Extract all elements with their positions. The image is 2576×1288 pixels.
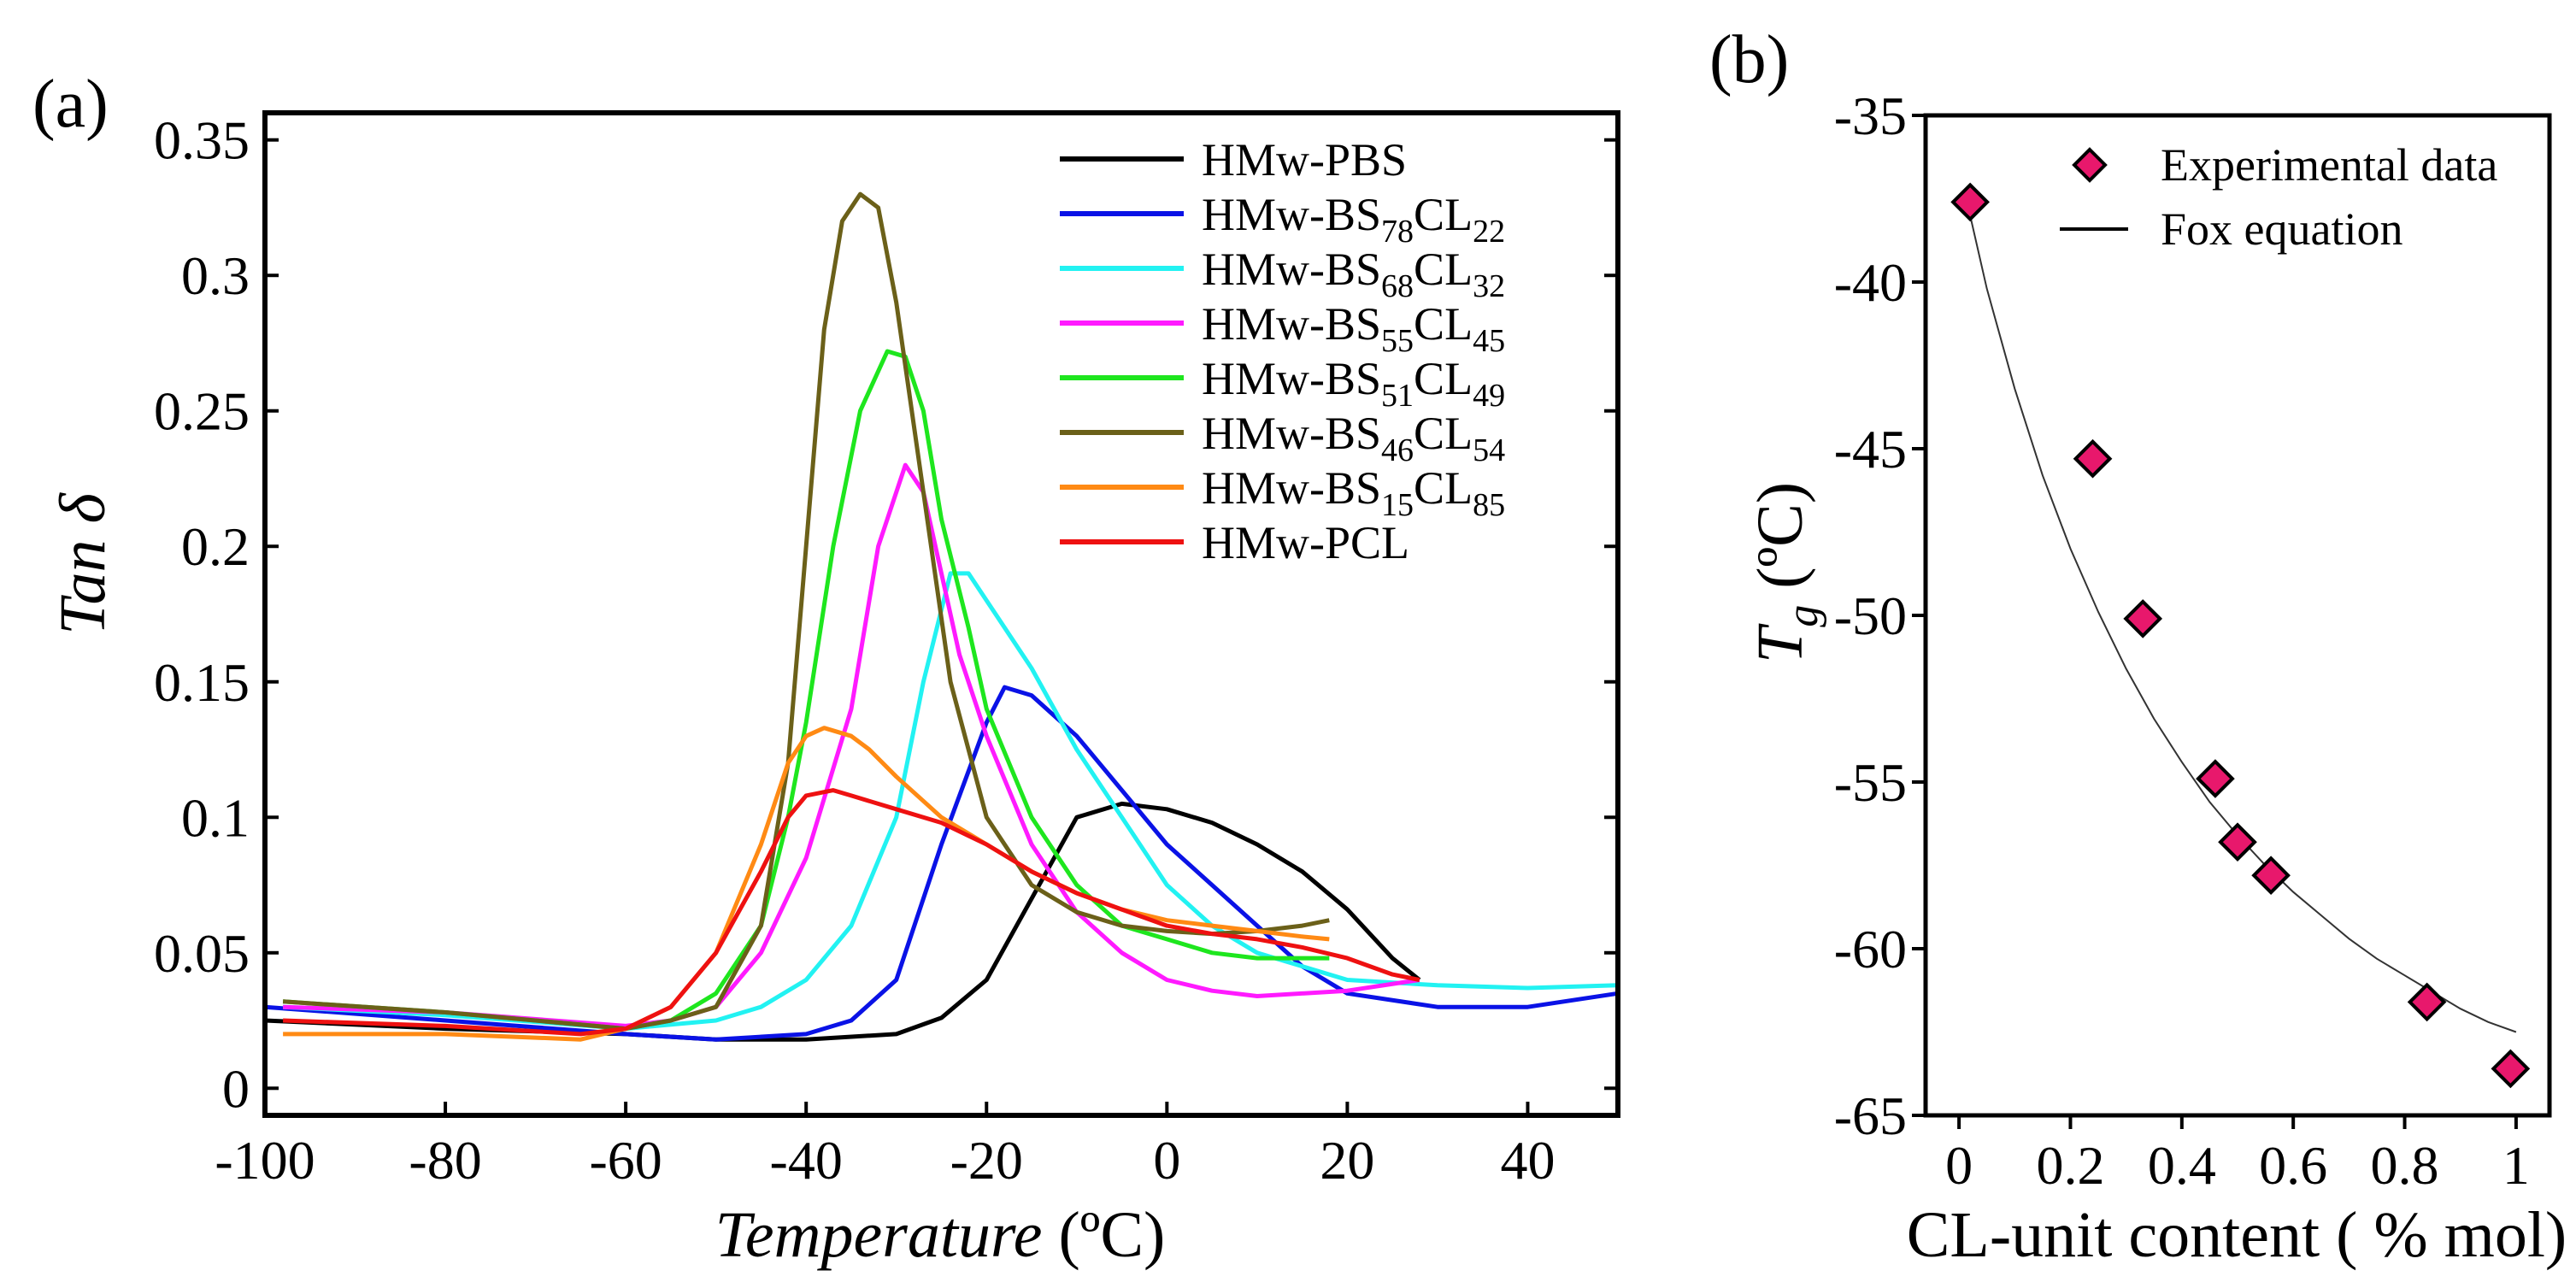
experimental-data-point: [2073, 438, 2113, 479]
legend-label: HMw-PCL: [1202, 517, 1409, 568]
panel-a-plot-area: [264, 191, 1619, 1042]
legend-item: Fox equation: [2060, 203, 2403, 255]
legend-item: HMw-BS78CL22: [1060, 189, 1505, 250]
y-tick-label: -65: [1834, 1085, 1907, 1146]
x-tick-label: 0.6: [2259, 1135, 2327, 1196]
x-tick-label: 1: [2502, 1135, 2530, 1196]
legend-label: HMw-BS68CL32: [1202, 244, 1505, 304]
legend-item: HMw-PCL: [1060, 517, 1409, 568]
x-tick-label: -80: [409, 1130, 481, 1191]
y-tick-label: -40: [1834, 252, 1907, 313]
y-tick-label: 0.3: [181, 245, 250, 306]
x-tick-label: 40: [1500, 1130, 1555, 1191]
experimental-data-point: [2123, 599, 2163, 638]
legend-item: HMw-BS15CL85: [1060, 462, 1505, 523]
y-tick-label: 0.15: [154, 652, 250, 713]
legend-label: HMw-BS55CL45: [1202, 298, 1505, 359]
panel-b-legend: Experimental data Fox equation: [2060, 139, 2497, 255]
series-line-hmw-bs46cl54: [282, 191, 1330, 1032]
y-tick-label: -35: [1834, 85, 1907, 146]
panel-a-y-ticks: 0 0.05 0.1 0.15 0.2 0.25 0.3 0.35: [154, 110, 1618, 1119]
panel-b: (b) 0 0.2 0.4 0.6 0.8 1 -35 -40 -45 -50 -55 -60 -65…: [1709, 22, 2567, 1271]
panel-a-x-axis-label: Temperature (ºC): [715, 1199, 1166, 1271]
experimental-data-point: [2218, 822, 2257, 862]
y-tick-label: -45: [1834, 419, 1907, 479]
x-tick-label: 0.4: [2148, 1135, 2216, 1196]
y-tick-label: 0.25: [154, 381, 250, 442]
y-tick-label: 0.05: [154, 923, 250, 984]
y-tick-label: -60: [1834, 919, 1907, 979]
x-tick-label: -20: [950, 1130, 1023, 1191]
panel-a-legend: HMw-PBSHMw-BS78CL22HMw-BS68CL32HMw-BS55C…: [1060, 134, 1505, 568]
legend-item: Experimental data: [2072, 139, 2497, 191]
legend-item: HMw-BS68CL32: [1060, 244, 1505, 304]
legend-label: HMw-BS51CL49: [1202, 353, 1505, 414]
legend-label: HMw-PBS: [1202, 134, 1407, 185]
panel-b-frame: [1923, 113, 2552, 1118]
experimental-data-point: [2407, 982, 2447, 1022]
experimental-data-point: [2251, 856, 2291, 896]
legend-label: Fox equation: [2161, 203, 2403, 255]
x-tick-label: 20: [1320, 1130, 1374, 1191]
y-tick-label: 0.2: [181, 516, 250, 577]
x-tick-label: -100: [215, 1130, 315, 1191]
legend-item: HMw-BS51CL49: [1060, 353, 1505, 414]
x-tick-label: -60: [589, 1130, 662, 1191]
series-line-hmw-pbs: [264, 801, 1421, 1042]
panel-b-y-axis-label: Tg (ºC): [1744, 482, 1827, 663]
panel-b-x-axis-label: CL-unit content ( % mol): [1907, 1199, 2567, 1271]
y-tick-label: 0.35: [154, 110, 250, 171]
series-line-hmw-pcl: [283, 788, 1420, 1037]
x-tick-label: 0.2: [2036, 1135, 2104, 1196]
y-tick-label: 0.1: [181, 787, 250, 848]
series-line-hmw-bs51cl49: [282, 349, 1330, 1032]
series-line-hmw-bs68cl32: [282, 571, 1619, 1032]
y-tick-label: -55: [1834, 752, 1907, 813]
legend-label: HMw-BS46CL54: [1202, 408, 1505, 468]
experimental-data-point: [2491, 1049, 2531, 1089]
panel-b-x-ticks: 0 0.2 0.4 0.6 0.8 1: [1945, 1115, 2530, 1196]
panel-b-label: (b): [1709, 22, 1789, 97]
y-tick-label: 0: [222, 1058, 250, 1119]
fox-equation-line: [1969, 215, 2517, 1033]
experimental-data-point: [1950, 182, 1990, 222]
x-tick-label: -40: [770, 1130, 843, 1191]
legend-label: Experimental data: [2161, 139, 2497, 191]
panel-b-y-ticks: -35 -40 -45 -50 -55 -60 -65: [1834, 85, 1926, 1146]
panel-a: (a) -100 -80 -60 -40 -20 0 20 40 0 0.05 0.1 0.15 0.…: [32, 67, 1620, 1271]
experimental-data-point: [2196, 759, 2235, 798]
series-line-hmw-bs78cl22: [264, 685, 1619, 1042]
panel-a-frame: [262, 110, 1620, 1118]
series-line-hmw-bs15cl85: [283, 726, 1330, 1042]
panel-b-plot-area: [1950, 182, 2531, 1089]
legend-label: HMw-BS15CL85: [1202, 462, 1505, 523]
legend-item: HMw-BS55CL45: [1060, 298, 1505, 359]
x-tick-label: 0: [1153, 1130, 1180, 1191]
legend-item: HMw-PBS: [1060, 134, 1407, 185]
panel-a-label: (a): [32, 67, 109, 142]
y-tick-label: -50: [1834, 585, 1907, 646]
legend-marker: [2072, 147, 2108, 183]
x-tick-label: 0: [1945, 1135, 1973, 1196]
legend-label: HMw-BS78CL22: [1202, 189, 1505, 250]
x-tick-label: 0.8: [2371, 1135, 2439, 1196]
panel-a-y-axis-label: Tan δ: [47, 492, 119, 635]
panel-a-x-ticks: -100 -80 -60 -40 -20 0 20 40: [215, 1102, 1555, 1191]
legend-item: HMw-BS46CL54: [1060, 408, 1505, 468]
